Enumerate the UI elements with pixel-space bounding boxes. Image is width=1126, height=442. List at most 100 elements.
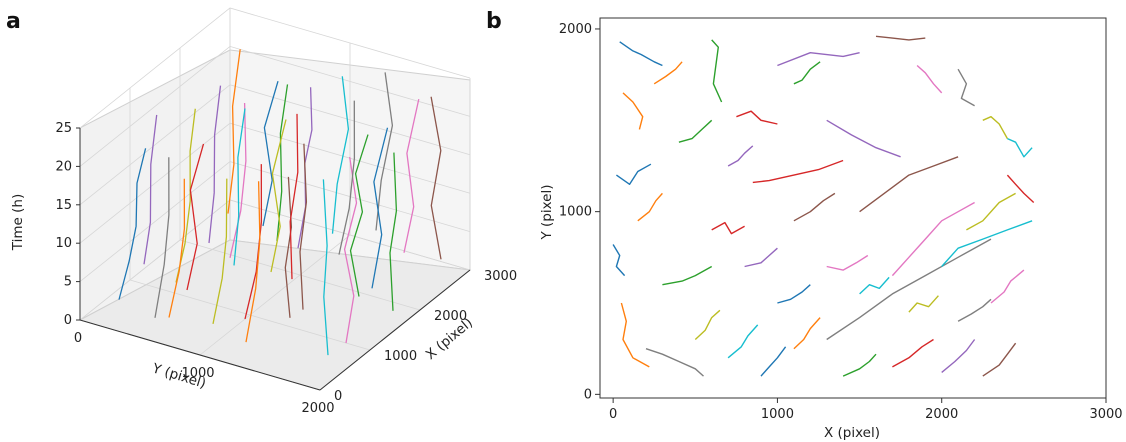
panel-a-track-23	[186, 143, 205, 291]
panel-a-ztick-4: 20	[55, 159, 72, 174]
panel-b-track-10	[615, 163, 652, 186]
panel-b-xtick-3: 3000	[1089, 407, 1122, 422]
panel-a-track-1	[227, 49, 241, 214]
grid-line-x-1	[129, 88, 371, 351]
panel-b-track-21	[620, 302, 650, 368]
panel-a-ylabel: Y (pixel)	[150, 360, 208, 392]
panel-b-frame	[599, 17, 1107, 399]
panel-b-track-9	[1007, 137, 1033, 158]
panel-a-track-17	[338, 100, 356, 255]
panel-b-tracks	[612, 35, 1035, 377]
panel-b-xtick-2: 2000	[925, 407, 958, 422]
panel-b-track-4	[777, 52, 860, 67]
panel-b-ytick-0: 0	[584, 387, 592, 402]
panel-b-ytick-2: 2000	[559, 22, 592, 37]
panel-b-track-18	[966, 192, 1016, 231]
panel-a-track-0	[118, 148, 147, 300]
panel-b-track-36	[990, 269, 1025, 304]
panel-a-ytick-2: 2000	[301, 401, 334, 416]
panel-b-track-12	[678, 119, 713, 143]
panel-b-track-16	[891, 201, 975, 277]
panel-a-track-21	[245, 181, 261, 343]
panel-b-track-3	[736, 110, 778, 125]
panel-b-xtick-1: 1000	[761, 407, 794, 422]
panel-b-track-14	[826, 119, 901, 158]
panel-a-letter: a	[6, 9, 21, 34]
panel-b-track-0	[619, 41, 663, 67]
panel-b-xtick-0: 0	[609, 407, 617, 422]
panel-b-track-17	[826, 238, 992, 341]
axis-edge-x	[319, 269, 471, 391]
grid-line-x-2	[179, 48, 421, 311]
panel-b-track-42	[793, 61, 821, 85]
panel-b-track-2	[711, 39, 723, 103]
panel-b-track-25	[793, 192, 836, 222]
panel-b-track-6	[916, 64, 943, 94]
panel-a-ytick-1: 1000	[181, 366, 214, 381]
panel-b-track-27	[645, 348, 704, 377]
panel-a-track-13	[289, 113, 299, 280]
panel-a-track-29	[331, 76, 350, 234]
panel-a-track-11	[168, 178, 186, 318]
panel-b-track-19	[941, 220, 1033, 267]
panel-a-track-22	[389, 152, 398, 311]
panel-b-track-33	[892, 338, 934, 368]
panel-a-track-14	[143, 114, 158, 265]
panel-a-track-25	[299, 143, 308, 310]
panel-b-track-13	[752, 159, 844, 184]
panel-a-track-27	[154, 157, 170, 318]
panel-b-track-39	[859, 276, 890, 295]
panel-b-track-31	[793, 317, 821, 350]
panel-a-track-9	[322, 179, 329, 356]
panel-b-track-32	[842, 353, 877, 377]
panel-b-track-1	[622, 92, 644, 130]
panel-b-track-44	[727, 145, 754, 167]
panel-a-track-7	[375, 72, 394, 231]
panel-a-track-10	[371, 127, 389, 289]
panel-a-track-26	[403, 98, 420, 253]
panel-b-track-43	[1006, 174, 1035, 204]
panel-b-track-34	[941, 339, 976, 373]
panel-b-2d-plot: 0 1000 2000 3000 0 1000 2000 X (pixel) Y (pixe…	[539, 17, 1123, 441]
panel-b-track-28	[694, 309, 721, 341]
panel-b-track-35	[982, 342, 1017, 377]
panel-b-track-38	[908, 295, 939, 313]
panel-b-track-22	[662, 265, 713, 286]
panel-a-track-24	[208, 85, 222, 244]
panel-b-track-37	[957, 298, 992, 322]
panel-b-track-24	[744, 247, 778, 268]
panel-b-track-41	[653, 61, 683, 85]
panel-b-track-30	[760, 346, 787, 377]
panel-a-ytick-0: 0	[74, 331, 82, 346]
panel-a-tracks	[118, 49, 442, 356]
panel-b-track-26	[826, 254, 869, 271]
panel-a-track-16	[343, 156, 358, 344]
panel-a-xtick-2: 2000	[434, 309, 467, 324]
panel-b-ylabel: Y (pixel)	[539, 184, 555, 240]
panel-b-ytick-1: 1000	[559, 205, 592, 220]
panel-b-track-23	[711, 221, 745, 235]
panel-b-track-5	[875, 35, 926, 41]
panel-a-track-6	[229, 103, 247, 258]
panel-a-xtick-0: 0	[334, 389, 342, 404]
panel-a-ztick-2: 10	[55, 236, 72, 251]
panel-a-track-12	[276, 84, 289, 242]
panel-b-track-20	[612, 244, 626, 277]
panel-a-track-18	[212, 178, 228, 324]
panel-b-track-29	[727, 324, 759, 359]
panel-a-zlabel: Time (h)	[10, 194, 26, 251]
panel-a-ztick-1: 5	[64, 275, 72, 290]
panel-a-ztick-0: 0	[64, 313, 72, 328]
panel-a-track-20	[262, 80, 279, 227]
axis-edge-y	[79, 319, 321, 391]
panel-b-track-40	[777, 284, 811, 304]
panel-b-letter: b	[486, 9, 502, 34]
panel-a-track-8	[175, 108, 196, 283]
panel-b-track-11	[637, 192, 663, 222]
panel-a-xtick-1: 1000	[384, 349, 417, 364]
panel-b-xlabel: X (pixel)	[824, 425, 880, 441]
panel-a-track-28	[270, 119, 287, 273]
